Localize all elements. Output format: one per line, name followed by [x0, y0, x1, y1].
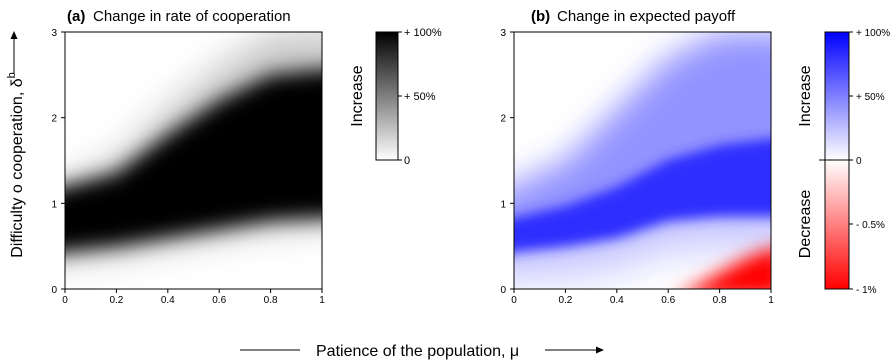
panel-b-tag: (b) [531, 8, 550, 25]
heatmap-a [65, 32, 322, 289]
y-tick-label: 0 [500, 285, 506, 296]
x-tick-label: 0.6 [661, 295, 675, 306]
svg-text:Difficulty o cooperation, δb: Difficulty o cooperation, δb [6, 72, 26, 258]
x-tick-label: 0.2 [109, 295, 123, 306]
colorbar-b-positive [825, 32, 849, 160]
panel-a-title: Change in rate of cooperation [93, 8, 291, 25]
heatmap-b-below-band [514, 216, 771, 285]
colorbar-b-tick-neg-one: - 1% [856, 285, 877, 296]
panel-b: (b) Change in expected payoff 0 0.2 0.4 0.6… [500, 8, 890, 306]
y-axis-arrow [10, 31, 18, 74]
plot-a-frame [64, 31, 323, 290]
x-tick-label: 0.8 [264, 295, 278, 306]
colorbar-b-label-decrease: Decrease [797, 190, 814, 259]
colorbar-b-label-increase: Increase [797, 65, 814, 126]
y-tick-label: 1 [500, 199, 506, 210]
y-tick-label: 2 [500, 114, 506, 125]
x-tick-label: 0.4 [161, 295, 175, 306]
colorbar-a-tick-mid: + 50% [404, 91, 436, 103]
heatmap-a-core-band [65, 69, 322, 252]
y-axis-label-superscript: b [6, 72, 18, 78]
heatmap-b-core-band [514, 138, 771, 252]
y-axis-a: 0 1 2 3 [51, 28, 65, 296]
y-tick-label: 3 [500, 28, 506, 39]
x-axis-a: 0 0.2 0.4 0.6 0.8 1 [62, 289, 325, 306]
colorbar-b-tick-50: + 50% [856, 92, 885, 103]
y-tick-label: 1 [51, 199, 57, 210]
colorbar-b-tick-zero: 0 [856, 156, 862, 167]
x-axis-label-group: Patience of the population, μ [240, 343, 604, 360]
plot-b-frame [513, 31, 772, 290]
colorbar-a-label: Increase [349, 65, 366, 126]
panel-b-title: Change in expected payoff [557, 8, 736, 25]
y-axis-label-text: Difficulty o cooperation, δ [9, 78, 26, 257]
heatmap-b [514, 32, 771, 289]
colorbar-a-tick-top: + 100% [404, 27, 442, 39]
x-tick-label: 0.2 [558, 295, 572, 306]
y-tick-label: 0 [51, 285, 57, 296]
x-tick-label: 0.4 [610, 295, 624, 306]
y-axis-b: 0 1 2 3 [500, 28, 514, 296]
colorbar-b-tick-neg-half: - 0.5% [856, 220, 885, 231]
y-tick-label: 2 [51, 114, 57, 125]
panel-a-tag: (a) [67, 8, 85, 25]
x-axis-b: 0 0.2 0.4 0.6 0.8 1 [511, 289, 774, 306]
colorbar-b-tick-top: + 100% [856, 28, 890, 39]
x-tick-label: 1 [319, 295, 325, 306]
colorbar-a [375, 31, 399, 161]
x-tick-label: 0 [62, 295, 68, 306]
x-axis-arrow [596, 346, 604, 354]
x-tick-label: 1 [768, 295, 774, 306]
x-axis-label: Patience of the population, μ [316, 343, 519, 360]
y-axis-label: Difficulty o cooperation, δb [6, 72, 26, 258]
colorbar-b-negative [825, 160, 849, 289]
x-tick-label: 0.8 [713, 295, 727, 306]
y-tick-label: 3 [51, 28, 57, 39]
colorbar-a-tick-zero: 0 [404, 155, 410, 167]
heatmap-b-decrease-region [691, 248, 771, 289]
panel-a: (a) Change in rate of cooperation 0 0.2 0.… [6, 8, 442, 306]
x-tick-label: 0 [511, 295, 517, 306]
x-tick-label: 0.6 [212, 295, 226, 306]
